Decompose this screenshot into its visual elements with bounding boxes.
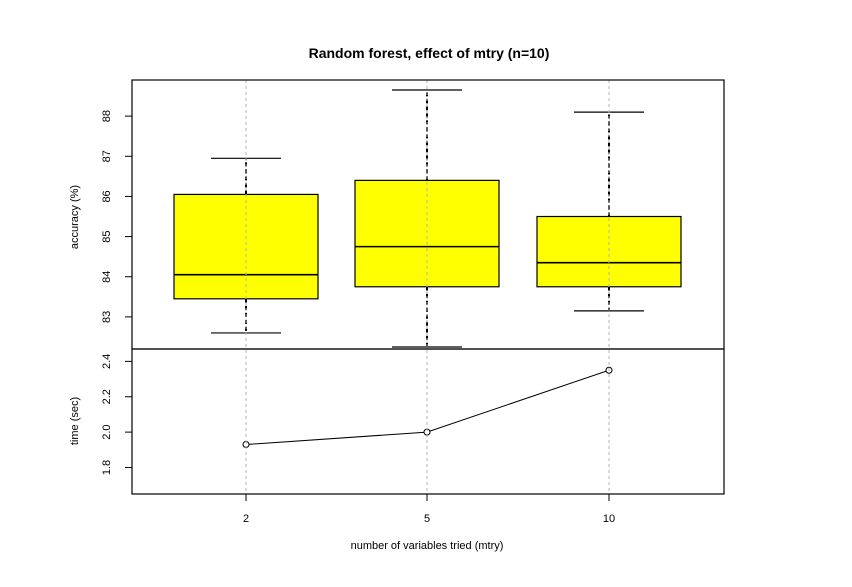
y-axis-label-accuracy: accuracy (%) <box>69 185 81 249</box>
x-tick-label-5: 5 <box>424 513 430 525</box>
y-tick-label-time-2.2: 2.2 <box>101 389 113 404</box>
box-body-2 <box>173 193 319 300</box>
chart-title: Random forest, effect of mtry (n=10) <box>309 45 550 61</box>
y-tick-label-time-2: 2.0 <box>101 424 113 439</box>
y-tick-label-time-1.8: 1.8 <box>101 460 113 475</box>
time-panel-frame <box>131 348 725 495</box>
y-tick-label-accuracy-86: 86 <box>101 190 113 202</box>
box-body-5 <box>354 179 500 288</box>
accuracy-panel <box>173 89 682 348</box>
y-tick-label-accuracy-85: 85 <box>101 230 113 242</box>
x-tick-label-2: 2 <box>243 513 249 525</box>
box-5 <box>354 89 500 348</box>
x-tick-label-10: 10 <box>603 513 615 525</box>
y-tick-label-time-2.4: 2.4 <box>101 354 113 369</box>
y-tick-label-accuracy-84: 84 <box>101 271 113 283</box>
y-tick-label-accuracy-87: 87 <box>101 150 113 162</box>
box-body-10 <box>536 215 682 288</box>
box-2 <box>173 157 319 334</box>
y-axis-label-time: time (sec) <box>69 397 81 445</box>
y-tick-label-accuracy-88: 88 <box>101 110 113 122</box>
x-axis-label: number of variables tried (mtry) <box>351 540 504 552</box>
y-tick-label-accuracy-83: 83 <box>101 311 113 323</box>
